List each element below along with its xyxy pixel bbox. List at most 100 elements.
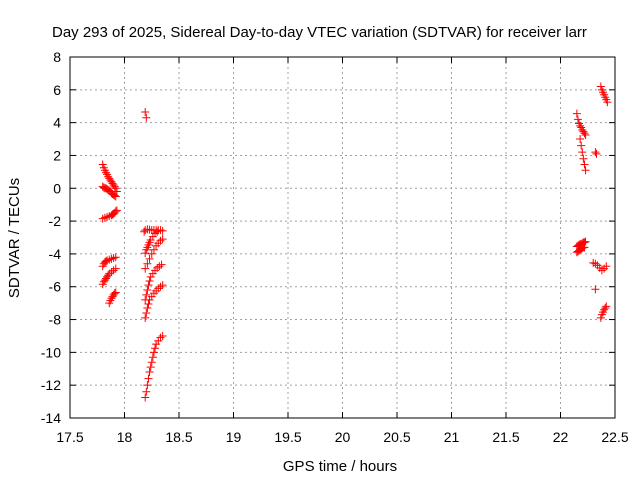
y-tick-label: -10 bbox=[41, 344, 61, 360]
data-point bbox=[601, 304, 610, 313]
data-point bbox=[142, 308, 151, 317]
data-point bbox=[602, 262, 611, 271]
y-tick-label: -6 bbox=[49, 279, 62, 295]
data-point bbox=[101, 257, 110, 266]
data-point bbox=[143, 286, 152, 295]
data-point bbox=[111, 207, 120, 216]
data-point bbox=[141, 264, 150, 273]
y-tick-label: -8 bbox=[49, 312, 62, 328]
data-point bbox=[112, 206, 121, 215]
data-point bbox=[148, 353, 157, 362]
data-point bbox=[110, 289, 119, 298]
x-tick-label: 21.5 bbox=[492, 429, 519, 445]
data-point bbox=[142, 290, 151, 299]
y-tick-label: -2 bbox=[49, 213, 62, 229]
data-point bbox=[596, 313, 605, 322]
data-point bbox=[141, 107, 150, 116]
y-axis-title: SDTVAR / TECUs bbox=[6, 178, 23, 298]
data-point bbox=[149, 348, 158, 357]
data-point bbox=[110, 182, 119, 191]
data-point bbox=[581, 166, 590, 175]
y-tick-label: 4 bbox=[53, 115, 61, 131]
y-tick-label: 8 bbox=[53, 49, 61, 65]
data-point bbox=[144, 374, 153, 383]
data-point bbox=[596, 82, 605, 91]
data-point bbox=[143, 259, 152, 268]
data-point bbox=[104, 271, 113, 280]
chart-title: Day 293 of 2025, Sidereal Day-to-day VTE… bbox=[52, 24, 587, 41]
data-point bbox=[145, 254, 154, 263]
data-point bbox=[149, 245, 158, 254]
x-tick-label: 22 bbox=[553, 429, 569, 445]
data-point bbox=[111, 184, 120, 193]
data-point bbox=[151, 344, 160, 353]
data-point bbox=[158, 226, 167, 235]
data-point bbox=[144, 281, 153, 290]
data-point bbox=[577, 141, 586, 150]
data-point bbox=[101, 168, 110, 177]
data-point bbox=[111, 192, 120, 201]
data-point bbox=[98, 160, 107, 169]
data-point bbox=[580, 160, 589, 169]
data-point bbox=[592, 149, 601, 158]
data-point bbox=[591, 148, 600, 157]
data-point bbox=[142, 113, 151, 122]
data-point bbox=[158, 331, 167, 340]
data-point bbox=[147, 358, 156, 367]
data-point bbox=[141, 393, 150, 402]
data-point bbox=[143, 304, 152, 313]
y-tick-label: 6 bbox=[53, 82, 61, 98]
data-point bbox=[572, 109, 581, 118]
data-point bbox=[603, 98, 612, 107]
data-point bbox=[156, 282, 165, 291]
x-tick-label: 19 bbox=[226, 429, 242, 445]
y-tick-label: 0 bbox=[53, 180, 61, 196]
x-tick-labels: 17.5 18 18.5 19 19.5 20 20.5 21 21.5 22 22.5 bbox=[56, 429, 628, 445]
data-point bbox=[110, 191, 119, 200]
data-point bbox=[111, 253, 120, 262]
data-points bbox=[98, 82, 612, 402]
data-point bbox=[576, 121, 585, 130]
data-point bbox=[111, 264, 120, 273]
y-tick-labels: -14 -12 -10 -8 -6 -4 -2 0 2 4 6 8 bbox=[41, 49, 61, 426]
data-point bbox=[158, 281, 167, 290]
data-point bbox=[147, 249, 156, 258]
data-point bbox=[573, 115, 582, 124]
data-point bbox=[142, 387, 151, 396]
axis-ticks bbox=[69, 56, 616, 419]
data-point bbox=[111, 288, 120, 297]
data-point bbox=[141, 313, 150, 322]
data-point bbox=[580, 243, 589, 252]
x-tick-label: 18 bbox=[117, 429, 133, 445]
y-tick-label: -4 bbox=[49, 246, 62, 262]
data-point bbox=[581, 130, 590, 139]
x-tick-label: 20.5 bbox=[383, 429, 410, 445]
data-point bbox=[602, 302, 611, 311]
x-tick-label: 21 bbox=[444, 429, 460, 445]
data-point bbox=[578, 148, 587, 157]
data-point bbox=[145, 276, 154, 285]
y-tick-label: -14 bbox=[41, 410, 61, 426]
data-point bbox=[141, 249, 150, 258]
data-point bbox=[591, 285, 600, 294]
y-tick-label: 2 bbox=[53, 147, 61, 163]
x-tick-label: 17.5 bbox=[56, 429, 83, 445]
data-point bbox=[146, 363, 155, 372]
data-point bbox=[144, 299, 153, 308]
x-tick-label: 19.5 bbox=[274, 429, 301, 445]
x-tick-label: 18.5 bbox=[165, 429, 192, 445]
data-point bbox=[153, 227, 162, 236]
data-point bbox=[145, 368, 154, 377]
data-point bbox=[579, 154, 588, 163]
data-point bbox=[576, 135, 585, 144]
data-point bbox=[580, 129, 589, 138]
data-point bbox=[581, 237, 590, 246]
data-point bbox=[143, 381, 152, 390]
data-point bbox=[158, 235, 167, 244]
data-point bbox=[157, 260, 166, 269]
x-tick-label: 22.5 bbox=[601, 429, 628, 445]
y-tick-label: -12 bbox=[41, 377, 61, 393]
x-tick-label: 20 bbox=[335, 429, 351, 445]
data-point bbox=[591, 259, 600, 268]
